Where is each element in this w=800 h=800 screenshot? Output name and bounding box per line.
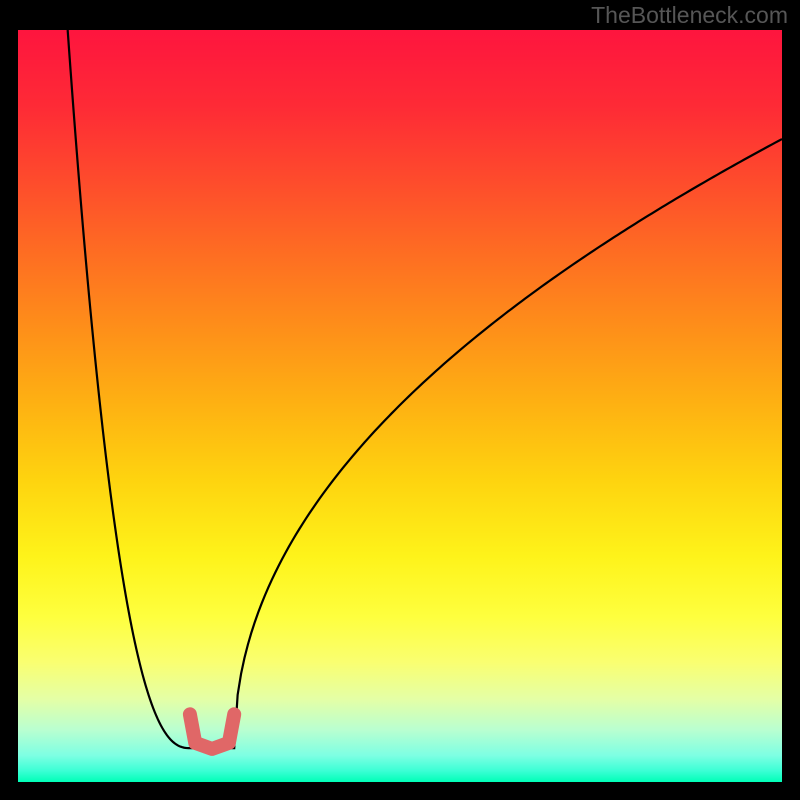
watermark-text: TheBottleneck.com bbox=[591, 2, 788, 29]
chart-frame bbox=[18, 30, 782, 782]
bottleneck-chart bbox=[18, 30, 782, 782]
